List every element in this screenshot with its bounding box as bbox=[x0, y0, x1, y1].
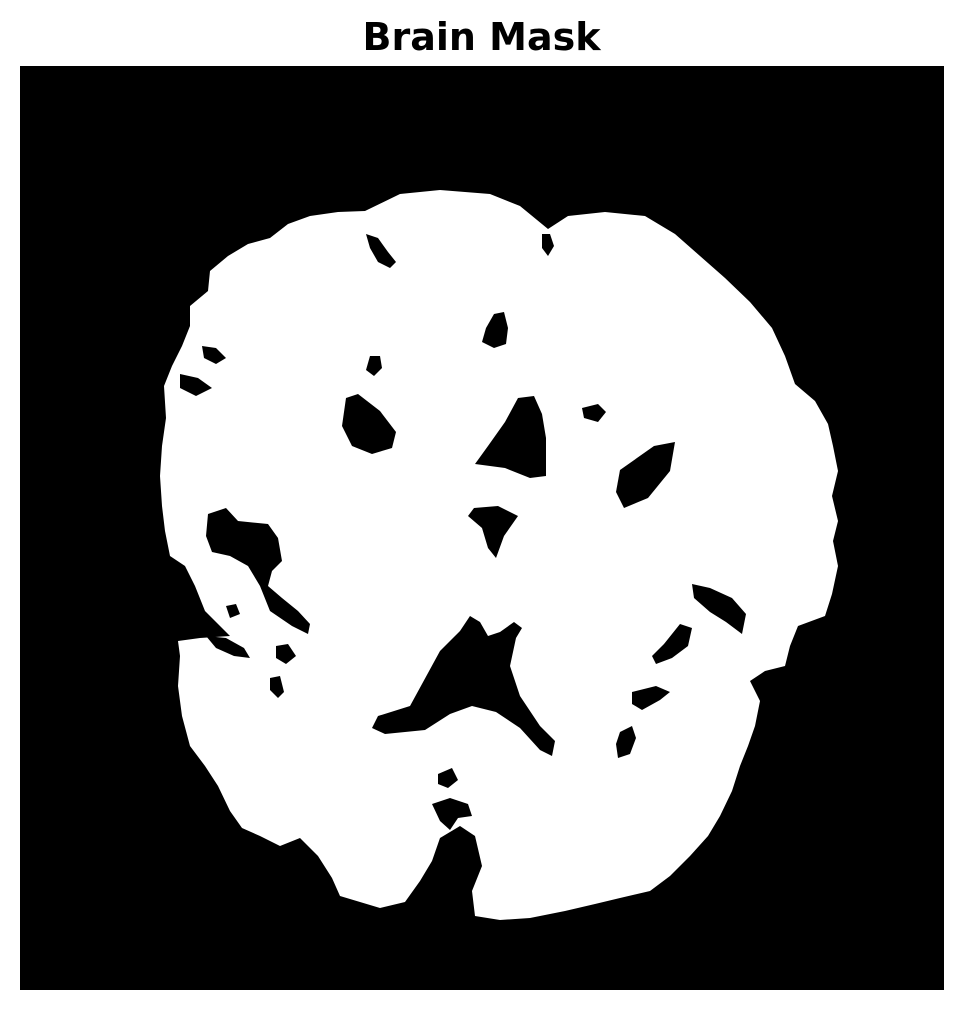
mask-hole bbox=[366, 356, 382, 376]
mask-hole bbox=[180, 374, 212, 396]
mask-hole bbox=[366, 234, 396, 268]
mask-hole bbox=[276, 644, 296, 664]
mask-hole bbox=[582, 404, 606, 422]
mask-hole bbox=[206, 508, 310, 634]
mask-hole bbox=[342, 394, 396, 454]
mask-hole bbox=[468, 506, 518, 558]
mask-hole bbox=[652, 624, 692, 664]
mask-hole bbox=[632, 686, 670, 710]
mask-hole bbox=[206, 636, 250, 658]
mask-hole bbox=[692, 584, 746, 634]
brain-mask-region bbox=[160, 190, 838, 920]
mask-hole bbox=[542, 234, 554, 256]
mask-hole bbox=[270, 676, 284, 698]
mask-hole bbox=[372, 616, 555, 756]
brain-mask-image bbox=[20, 66, 944, 990]
mask-image-panel bbox=[20, 66, 944, 990]
figure-title: Brain Mask bbox=[362, 15, 601, 59]
mask-hole bbox=[432, 798, 472, 830]
mask-hole bbox=[475, 396, 546, 478]
mask-hole bbox=[616, 442, 675, 508]
mask-hole bbox=[482, 312, 508, 348]
mask-hole bbox=[226, 604, 240, 618]
mask-hole bbox=[438, 768, 458, 788]
mask-hole bbox=[616, 726, 636, 758]
mask-hole bbox=[202, 346, 226, 364]
